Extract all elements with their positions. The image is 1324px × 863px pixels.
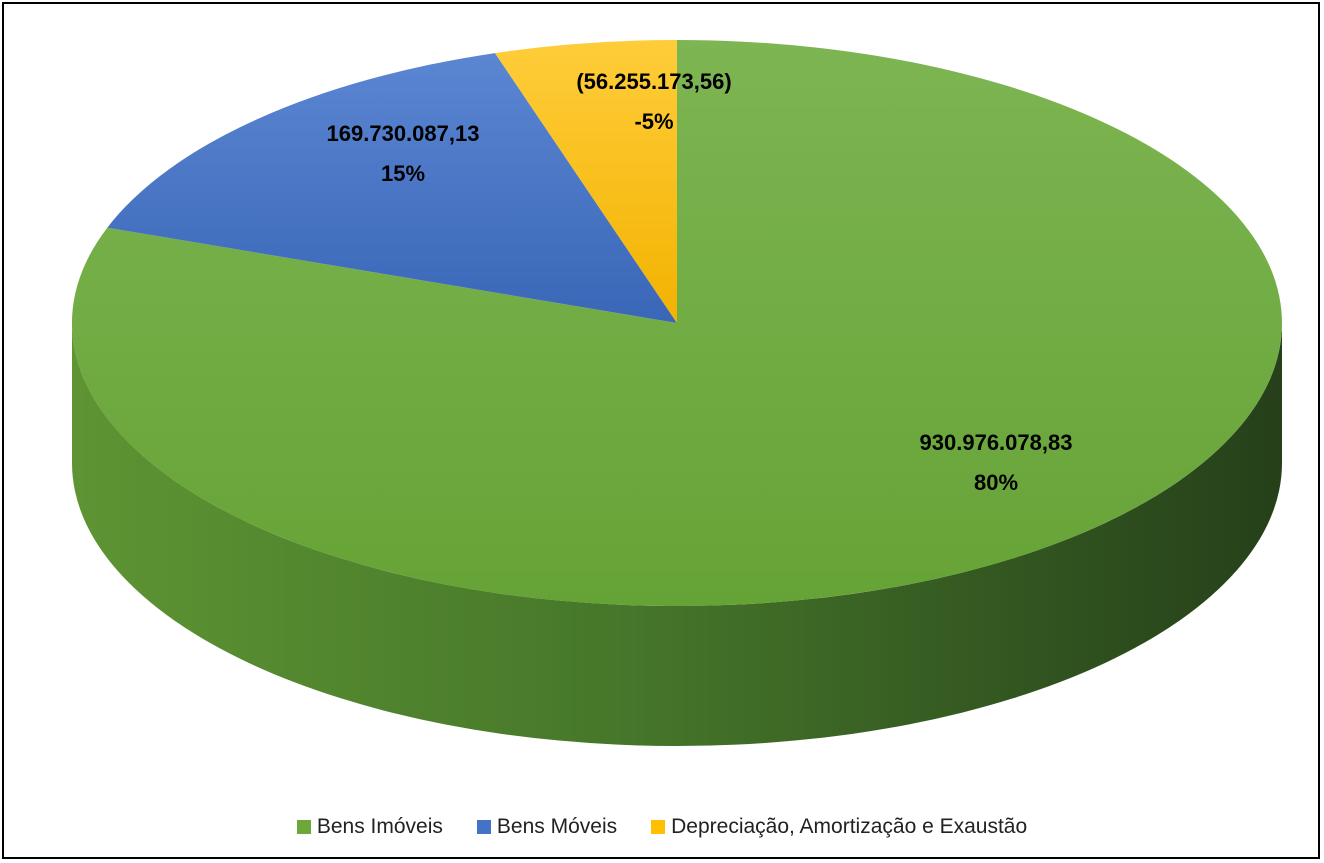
pie-slices — [71, 40, 1282, 607]
slice-value-label: 930.976.078,83 — [920, 430, 1073, 455]
legend-swatch — [296, 820, 311, 834]
legend-item-depreciacao: Depreciação, Amortização e Exaustão — [651, 815, 1027, 839]
legend-item-bens-imoveis: Bens Imóveis — [296, 815, 443, 839]
legend: Bens Imóveis Bens Móveis Depreciação, Am… — [0, 812, 1324, 842]
slice-percent-label: 15% — [381, 161, 425, 186]
slice-label-depreciacao: (56.255.173,56) -5% — [576, 69, 731, 134]
legend-swatch — [651, 820, 666, 834]
legend-label: Depreciação, Amortização e Exaustão — [671, 815, 1028, 838]
slice-percent-label: 80% — [974, 470, 1018, 495]
pie-side-wall — [72, 323, 1282, 746]
slice-label-bens-moveis: 169.730.087,13 15% — [327, 121, 480, 186]
legend-item-bens-moveis: Bens Móveis — [476, 815, 618, 839]
slice-depreciacao — [495, 40, 677, 323]
slice-bens-moveis — [107, 53, 678, 323]
legend-swatch — [476, 820, 491, 834]
slice-value-label: (56.255.173,56) — [576, 69, 731, 94]
slice-value-label: 169.730.087,13 — [327, 121, 480, 146]
slice-label-bens-imoveis: 930.976.078,83 80% — [920, 430, 1073, 495]
slice-percent-label: -5% — [634, 109, 673, 134]
slice-bens-imoveis — [71, 40, 1282, 607]
legend-label: Bens Imóveis — [316, 815, 443, 838]
legend-label: Bens Móveis — [496, 815, 618, 838]
